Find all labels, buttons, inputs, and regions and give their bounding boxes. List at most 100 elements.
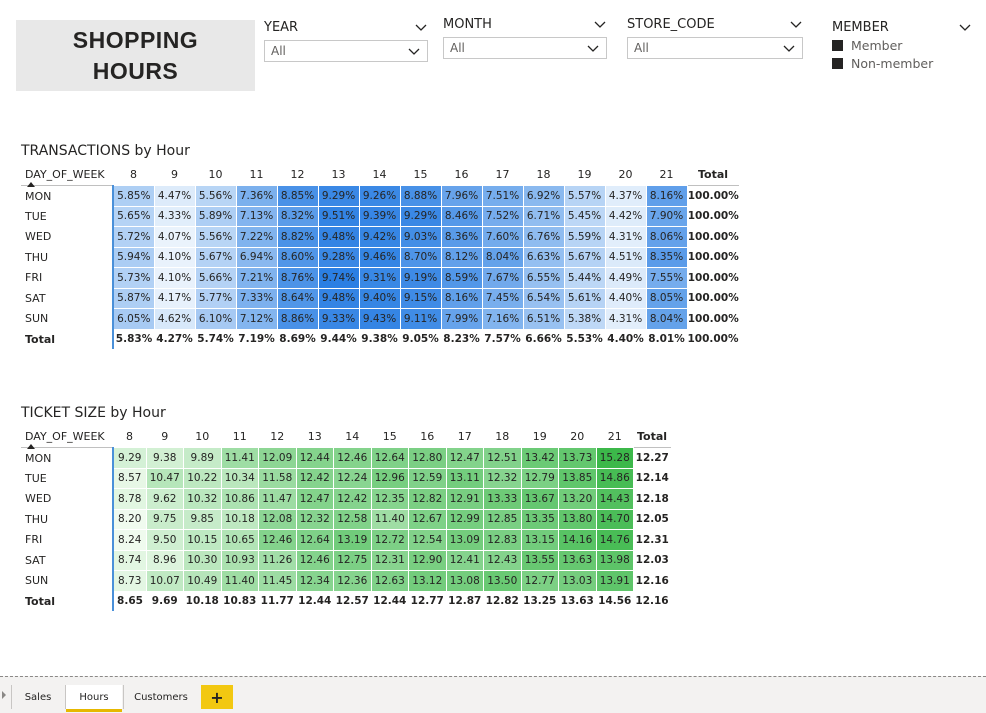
chevron-down-icon[interactable] — [782, 41, 796, 55]
column-header[interactable]: 12 — [270, 429, 285, 443]
matrix-cell: 10.47 — [145, 467, 184, 489]
matrix-cell: 7.51% — [481, 185, 524, 207]
matrix-cell: 13.91 — [595, 570, 634, 592]
matrix-cell: 6.54% — [522, 287, 565, 309]
column-header[interactable]: 15 — [382, 429, 397, 443]
column-total-cell: 12.87 — [448, 595, 482, 608]
matrix-cell: 8.16% — [440, 287, 483, 309]
tab-customers[interactable]: Customers — [124, 685, 198, 709]
matrix-cell: 8.86% — [276, 308, 319, 330]
chevron-down-icon[interactable] — [407, 44, 421, 58]
chevron-down-icon[interactable] — [414, 20, 428, 34]
tab-sales[interactable]: Sales — [12, 685, 64, 709]
grand-total-cell: 100.00% — [687, 333, 739, 345]
matrix-cell: 12.63 — [370, 570, 409, 592]
table-row: TUE 8.57 10.47 10.22 10.34 11.58 12.42 12.24 12.… — [21, 467, 671, 489]
column-header[interactable]: 8 — [126, 429, 133, 443]
column-header[interactable]: 12 — [290, 167, 305, 181]
matrix-cell: 5.72% — [112, 226, 155, 248]
matrix-cell: 5.85% — [112, 185, 155, 207]
sort-ascending-icon[interactable] — [27, 444, 35, 449]
matrix-cell: 12.44 — [295, 447, 334, 469]
column-header[interactable]: 17 — [495, 167, 510, 181]
row-total-cell: 12.31 — [635, 533, 669, 546]
column-header[interactable]: 20 — [618, 167, 633, 181]
matrix-cell: 9.39% — [358, 205, 401, 227]
matrix-cell: 8.96 — [145, 549, 184, 571]
column-header[interactable]: 21 — [659, 167, 674, 181]
matrix-cell: 9.89 — [183, 447, 222, 469]
matrix-cell: 12.46 — [333, 447, 372, 469]
matrix-cell: 5.56% — [194, 185, 237, 207]
member-option[interactable]: Member — [832, 36, 972, 54]
store-code-dropdown-value: All — [634, 41, 649, 55]
matrix-cell: 9.31% — [358, 267, 401, 289]
matrix-cell: 10.07 — [145, 570, 184, 592]
column-total-cell: 8.69% — [279, 333, 316, 346]
column-header[interactable]: 11 — [249, 167, 264, 181]
column-header[interactable]: 20 — [570, 429, 585, 443]
column-header[interactable]: 8 — [130, 167, 137, 181]
year-slicer[interactable]: YEAR All — [264, 18, 428, 62]
plus-icon: + — [210, 687, 224, 707]
chevron-down-icon[interactable] — [593, 17, 607, 31]
chevron-down-icon[interactable] — [789, 17, 803, 31]
column-header[interactable]: 21 — [607, 429, 622, 443]
matrix-cell: 8.73 — [112, 570, 147, 592]
matrix-cell: 9.15% — [399, 287, 442, 309]
table-row: SAT 5.87% 4.17% 5.77% 7.33% 8.64% 9.48% 9.40% 9.… — [21, 287, 739, 309]
column-header[interactable]: 14 — [345, 429, 360, 443]
tab-divider — [65, 685, 66, 709]
total-column-header[interactable]: Total — [636, 429, 668, 443]
column-header[interactable]: 15 — [413, 167, 428, 181]
total-column-header[interactable]: Total — [697, 167, 729, 181]
row-header[interactable]: DAY_OF_WEEK — [21, 425, 113, 449]
store-code-dropdown[interactable]: All — [627, 37, 803, 59]
column-header[interactable]: 18 — [495, 429, 510, 443]
matrix-cell: 12.83 — [483, 529, 522, 551]
column-header[interactable]: 19 — [532, 429, 547, 443]
row-header[interactable]: DAY_OF_WEEK — [21, 163, 113, 187]
column-header[interactable]: 17 — [457, 429, 472, 443]
column-header[interactable]: 14 — [372, 167, 387, 181]
matrix-cell: 7.21% — [235, 267, 278, 289]
store-code-slicer[interactable]: STORE_CODE All — [627, 15, 803, 59]
column-header[interactable]: 10 — [208, 167, 223, 181]
matrix-cell: 8.46% — [440, 205, 483, 227]
column-header[interactable]: 9 — [171, 167, 178, 181]
column-header[interactable]: 16 — [420, 429, 435, 443]
month-slicer[interactable]: MONTH All — [443, 15, 607, 59]
month-dropdown[interactable]: All — [443, 37, 607, 59]
column-header[interactable]: 11 — [232, 429, 247, 443]
tab-hours[interactable]: Hours — [66, 685, 122, 712]
year-dropdown[interactable]: All — [264, 40, 428, 62]
matrix-cell: 4.62% — [153, 308, 196, 330]
column-header[interactable]: 13 — [331, 167, 346, 181]
month-dropdown-value: All — [450, 41, 465, 55]
chevron-down-icon[interactable] — [958, 20, 972, 34]
column-header[interactable]: 13 — [307, 429, 322, 443]
matrix-cell: 10.86 — [220, 488, 259, 510]
chevron-down-icon[interactable] — [586, 41, 600, 55]
matrix-cell: 4.33% — [153, 205, 196, 227]
month-slicer-label: MONTH — [443, 16, 492, 32]
column-header[interactable]: 16 — [454, 167, 469, 181]
column-total-cell: 9.69 — [151, 595, 178, 608]
non-member-option[interactable]: Non-member — [832, 54, 972, 72]
table-row: THU 5.94% 4.10% 5.67% 6.94% 8.60% 9.28% 9.46% 8.… — [21, 246, 739, 268]
chevron-right-icon[interactable] — [2, 691, 6, 699]
column-header[interactable]: 19 — [577, 167, 592, 181]
matrix-cell: 13.15 — [520, 529, 559, 551]
sort-ascending-icon[interactable] — [27, 182, 35, 187]
matrix-cell: 13.11 — [445, 467, 484, 489]
matrix-cell: 12.67 — [408, 508, 447, 530]
matrix-cell: 12.36 — [333, 570, 372, 592]
checkbox-icon[interactable] — [832, 39, 843, 51]
column-header[interactable]: 9 — [161, 429, 169, 443]
checkbox-icon[interactable] — [832, 57, 843, 69]
column-header[interactable]: 10 — [195, 429, 210, 443]
matrix-cell: 5.67% — [563, 246, 606, 268]
member-slicer[interactable]: MEMBER Member Non-member — [832, 18, 972, 72]
column-header[interactable]: 18 — [536, 167, 551, 181]
add-page-button[interactable]: + — [201, 685, 233, 709]
